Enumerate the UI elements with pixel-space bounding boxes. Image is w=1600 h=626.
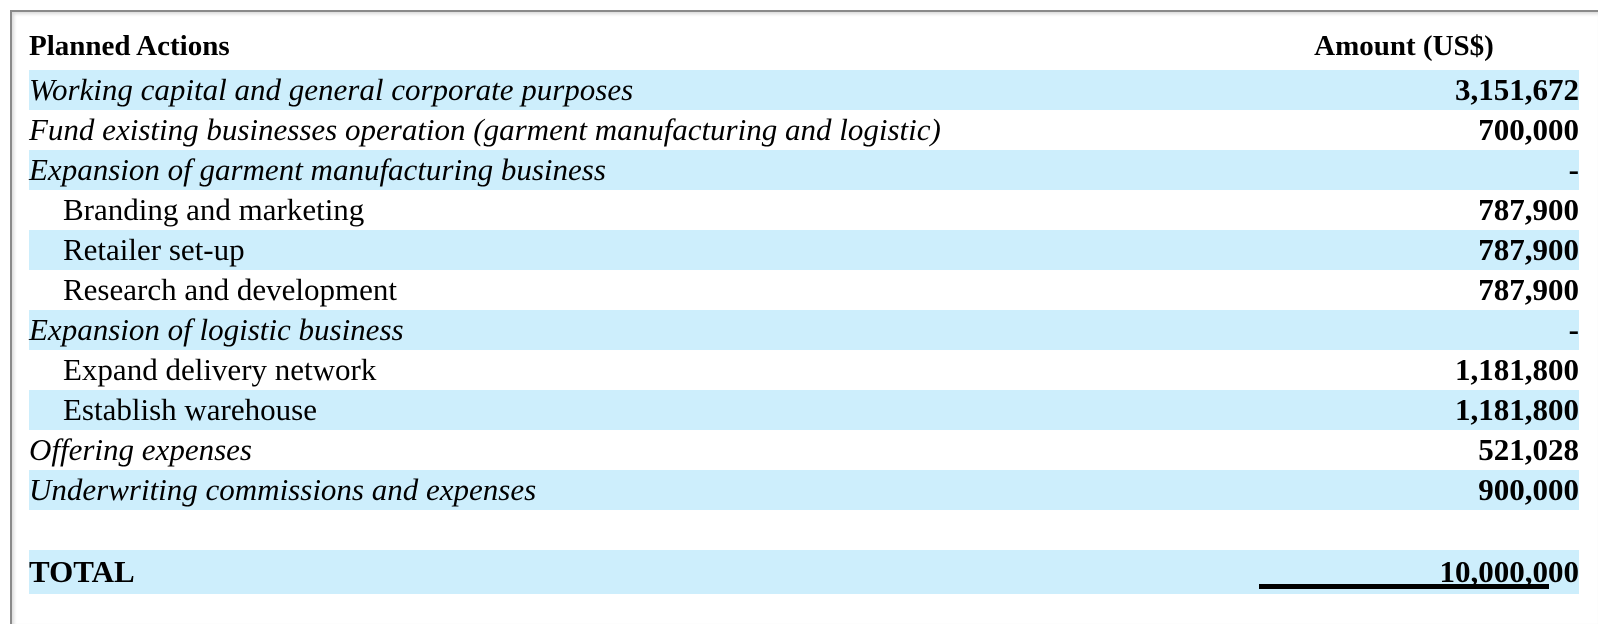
row-amount: 1,181,800 xyxy=(1455,392,1579,427)
table-row: Establish warehouse 1,181,800 xyxy=(29,390,1579,430)
row-amount: 700,000 xyxy=(1478,112,1579,147)
table-spacer xyxy=(29,510,1579,550)
table-header: Planned Actions Amount (US$) xyxy=(29,30,1579,75)
total-amount: 10,000,000 xyxy=(1439,554,1580,589)
table-row: Underwriting commissions and expenses 90… xyxy=(29,470,1579,510)
header-planned-actions: Planned Actions xyxy=(29,30,1251,75)
row-amount: 787,900 xyxy=(1478,232,1579,267)
row-label: Fund existing businesses operation (garm… xyxy=(29,112,941,147)
row-amount: 787,900 xyxy=(1478,192,1579,227)
row-amount: 787,900 xyxy=(1478,272,1579,307)
row-label: Working capital and general corporate pu… xyxy=(29,72,634,107)
table-row: Working capital and general corporate pu… xyxy=(29,70,1579,110)
row-amount: 3,151,672 xyxy=(1455,72,1579,107)
row-amount: 521,028 xyxy=(1478,432,1579,467)
row-amount: - xyxy=(1568,152,1579,187)
document-frame xyxy=(10,10,1598,624)
table-row: Expansion of logistic business - xyxy=(29,310,1579,350)
use-of-proceeds-table: Planned Actions Amount (US$) Working cap… xyxy=(29,30,1579,594)
row-label: Offering expenses xyxy=(29,432,252,467)
row-amount: 900,000 xyxy=(1478,472,1579,507)
row-label: Research and development xyxy=(63,272,397,307)
table-row: Branding and marketing 787,900 xyxy=(29,190,1579,230)
table-row: Retailer set-up 787,900 xyxy=(29,230,1579,270)
row-label: Retailer set-up xyxy=(63,232,245,267)
row-label: Expansion of garment manufacturing busin… xyxy=(29,152,606,187)
header-amount: Amount (US$) xyxy=(1259,30,1549,75)
total-label: TOTAL xyxy=(29,554,135,589)
row-label: Expand delivery network xyxy=(63,352,377,387)
row-label: Underwriting commissions and expenses xyxy=(29,472,537,507)
row-label: Expansion of logistic business xyxy=(29,312,404,347)
row-label: Branding and marketing xyxy=(63,192,365,227)
row-label: Establish warehouse xyxy=(63,392,317,427)
row-amount: 1,181,800 xyxy=(1455,352,1579,387)
row-amount: - xyxy=(1568,312,1579,347)
table-row: Offering expenses 521,028 xyxy=(29,430,1579,470)
table-row: Fund existing businesses operation (garm… xyxy=(29,110,1579,150)
table-row: Research and development 787,900 xyxy=(29,270,1579,310)
table-row: Expansion of garment manufacturing busin… xyxy=(29,150,1579,190)
total-double-underline xyxy=(1259,584,1549,589)
table-row: Expand delivery network 1,181,800 xyxy=(29,350,1579,390)
